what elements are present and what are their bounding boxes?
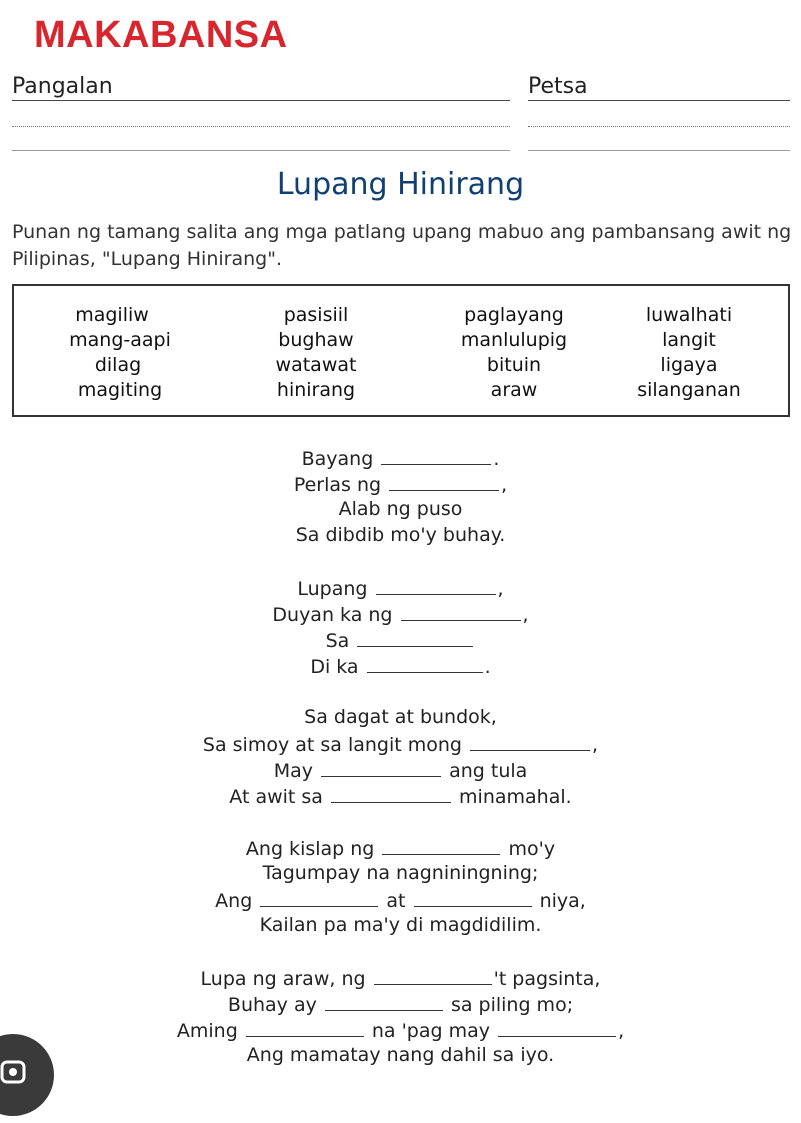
lyric-line: Duyan ka ng , xyxy=(272,602,529,626)
answer-blank[interactable] xyxy=(413,888,532,907)
answer-blank[interactable] xyxy=(357,628,474,647)
lyric-line: Lupang , xyxy=(297,576,504,600)
lyric-line: Sa xyxy=(0,628,801,652)
word-bank-item: watawat xyxy=(275,354,357,376)
word-bank-item: araw xyxy=(490,379,538,401)
lyric-line: Buhay ay sa piling mo; xyxy=(227,992,574,1016)
lyric-line: Alab ng puso xyxy=(338,498,463,520)
lyric-line: Ang kislap ng mo'y xyxy=(245,836,556,860)
answer-blank[interactable] xyxy=(366,654,483,673)
answer-blank[interactable] xyxy=(331,784,451,803)
word-bank: magiliw pasisiil paglayang luwalhati man… xyxy=(12,284,790,417)
answer-blank[interactable] xyxy=(375,576,496,595)
word-bank-item: manlulupig xyxy=(460,329,568,351)
answer-blank[interactable] xyxy=(498,1018,617,1037)
word-bank-item: paglayang xyxy=(464,304,564,326)
name-line[interactable] xyxy=(12,100,510,101)
word-bank-item: pasisiil xyxy=(283,304,349,326)
lyric-line: Sa dagat at bundok, xyxy=(304,706,497,728)
instructions: Punan ng tamang salita ang mga patlang u… xyxy=(12,221,792,270)
word-bank-item: dilag xyxy=(94,354,142,376)
answer-blank[interactable] xyxy=(400,602,521,621)
word-bank-item: magiliw xyxy=(75,304,149,326)
word-bank-item: luwalhati xyxy=(645,304,733,326)
lyric-line: Ang mamatay nang dahil sa iyo. xyxy=(246,1044,555,1066)
answer-blank[interactable] xyxy=(321,758,442,777)
answer-blank[interactable] xyxy=(373,966,492,985)
lyric-line: May ang tula xyxy=(273,758,528,782)
lyric-line: Kailan pa ma'y di magdidilim. xyxy=(259,914,542,936)
word-bank-item: hinirang xyxy=(276,379,356,401)
word-bank-item: bituin xyxy=(486,354,542,376)
word-bank-item: magiting xyxy=(77,379,163,401)
answer-blank[interactable] xyxy=(381,446,492,465)
name-dotted-line xyxy=(12,126,510,127)
date-dotted-line xyxy=(528,126,790,127)
lyric-line: At awit sa minamahal. xyxy=(229,784,572,808)
lyric-line: Perlas ng , xyxy=(293,472,508,496)
date-line[interactable] xyxy=(528,100,790,101)
word-bank-item: bughaw xyxy=(278,329,354,351)
answer-blank[interactable] xyxy=(324,992,443,1011)
answer-blank[interactable] xyxy=(245,1018,364,1037)
word-bank-item: langit xyxy=(662,329,716,351)
answer-blank[interactable] xyxy=(470,732,591,751)
lyric-line: Ang at niya, xyxy=(215,888,586,912)
lyric-line: Lupa ng araw, ng 't pagsinta, xyxy=(200,966,601,990)
date-guide-line xyxy=(528,150,790,151)
word-bank-item: mang-aapi xyxy=(69,329,171,351)
word-bank-item: ligaya xyxy=(660,354,718,376)
subject-title: MAKABANSA xyxy=(34,14,288,56)
camera-search-icon xyxy=(0,1060,26,1084)
lyric-line: Bayang . xyxy=(301,446,500,470)
answer-blank[interactable] xyxy=(382,836,501,855)
date-label: Petsa xyxy=(528,74,588,99)
name-guide-line xyxy=(12,150,510,151)
word-bank-item: silanganan xyxy=(637,379,741,401)
lyric-line: Tagumpay na nagniningning; xyxy=(262,862,539,884)
lyric-line: Di ka . xyxy=(310,654,491,678)
lyric-line: Aming na 'pag may , xyxy=(176,1018,625,1042)
lyric-line: Sa simoy at sa langit mong , xyxy=(202,732,599,756)
worksheet-title: Lupang Hinirang xyxy=(276,167,525,202)
answer-blank[interactable] xyxy=(389,472,500,491)
lyric-line: Sa dibdib mo'y buhay. xyxy=(295,524,506,546)
answer-blank[interactable] xyxy=(260,888,379,907)
name-label: Pangalan xyxy=(12,74,113,99)
